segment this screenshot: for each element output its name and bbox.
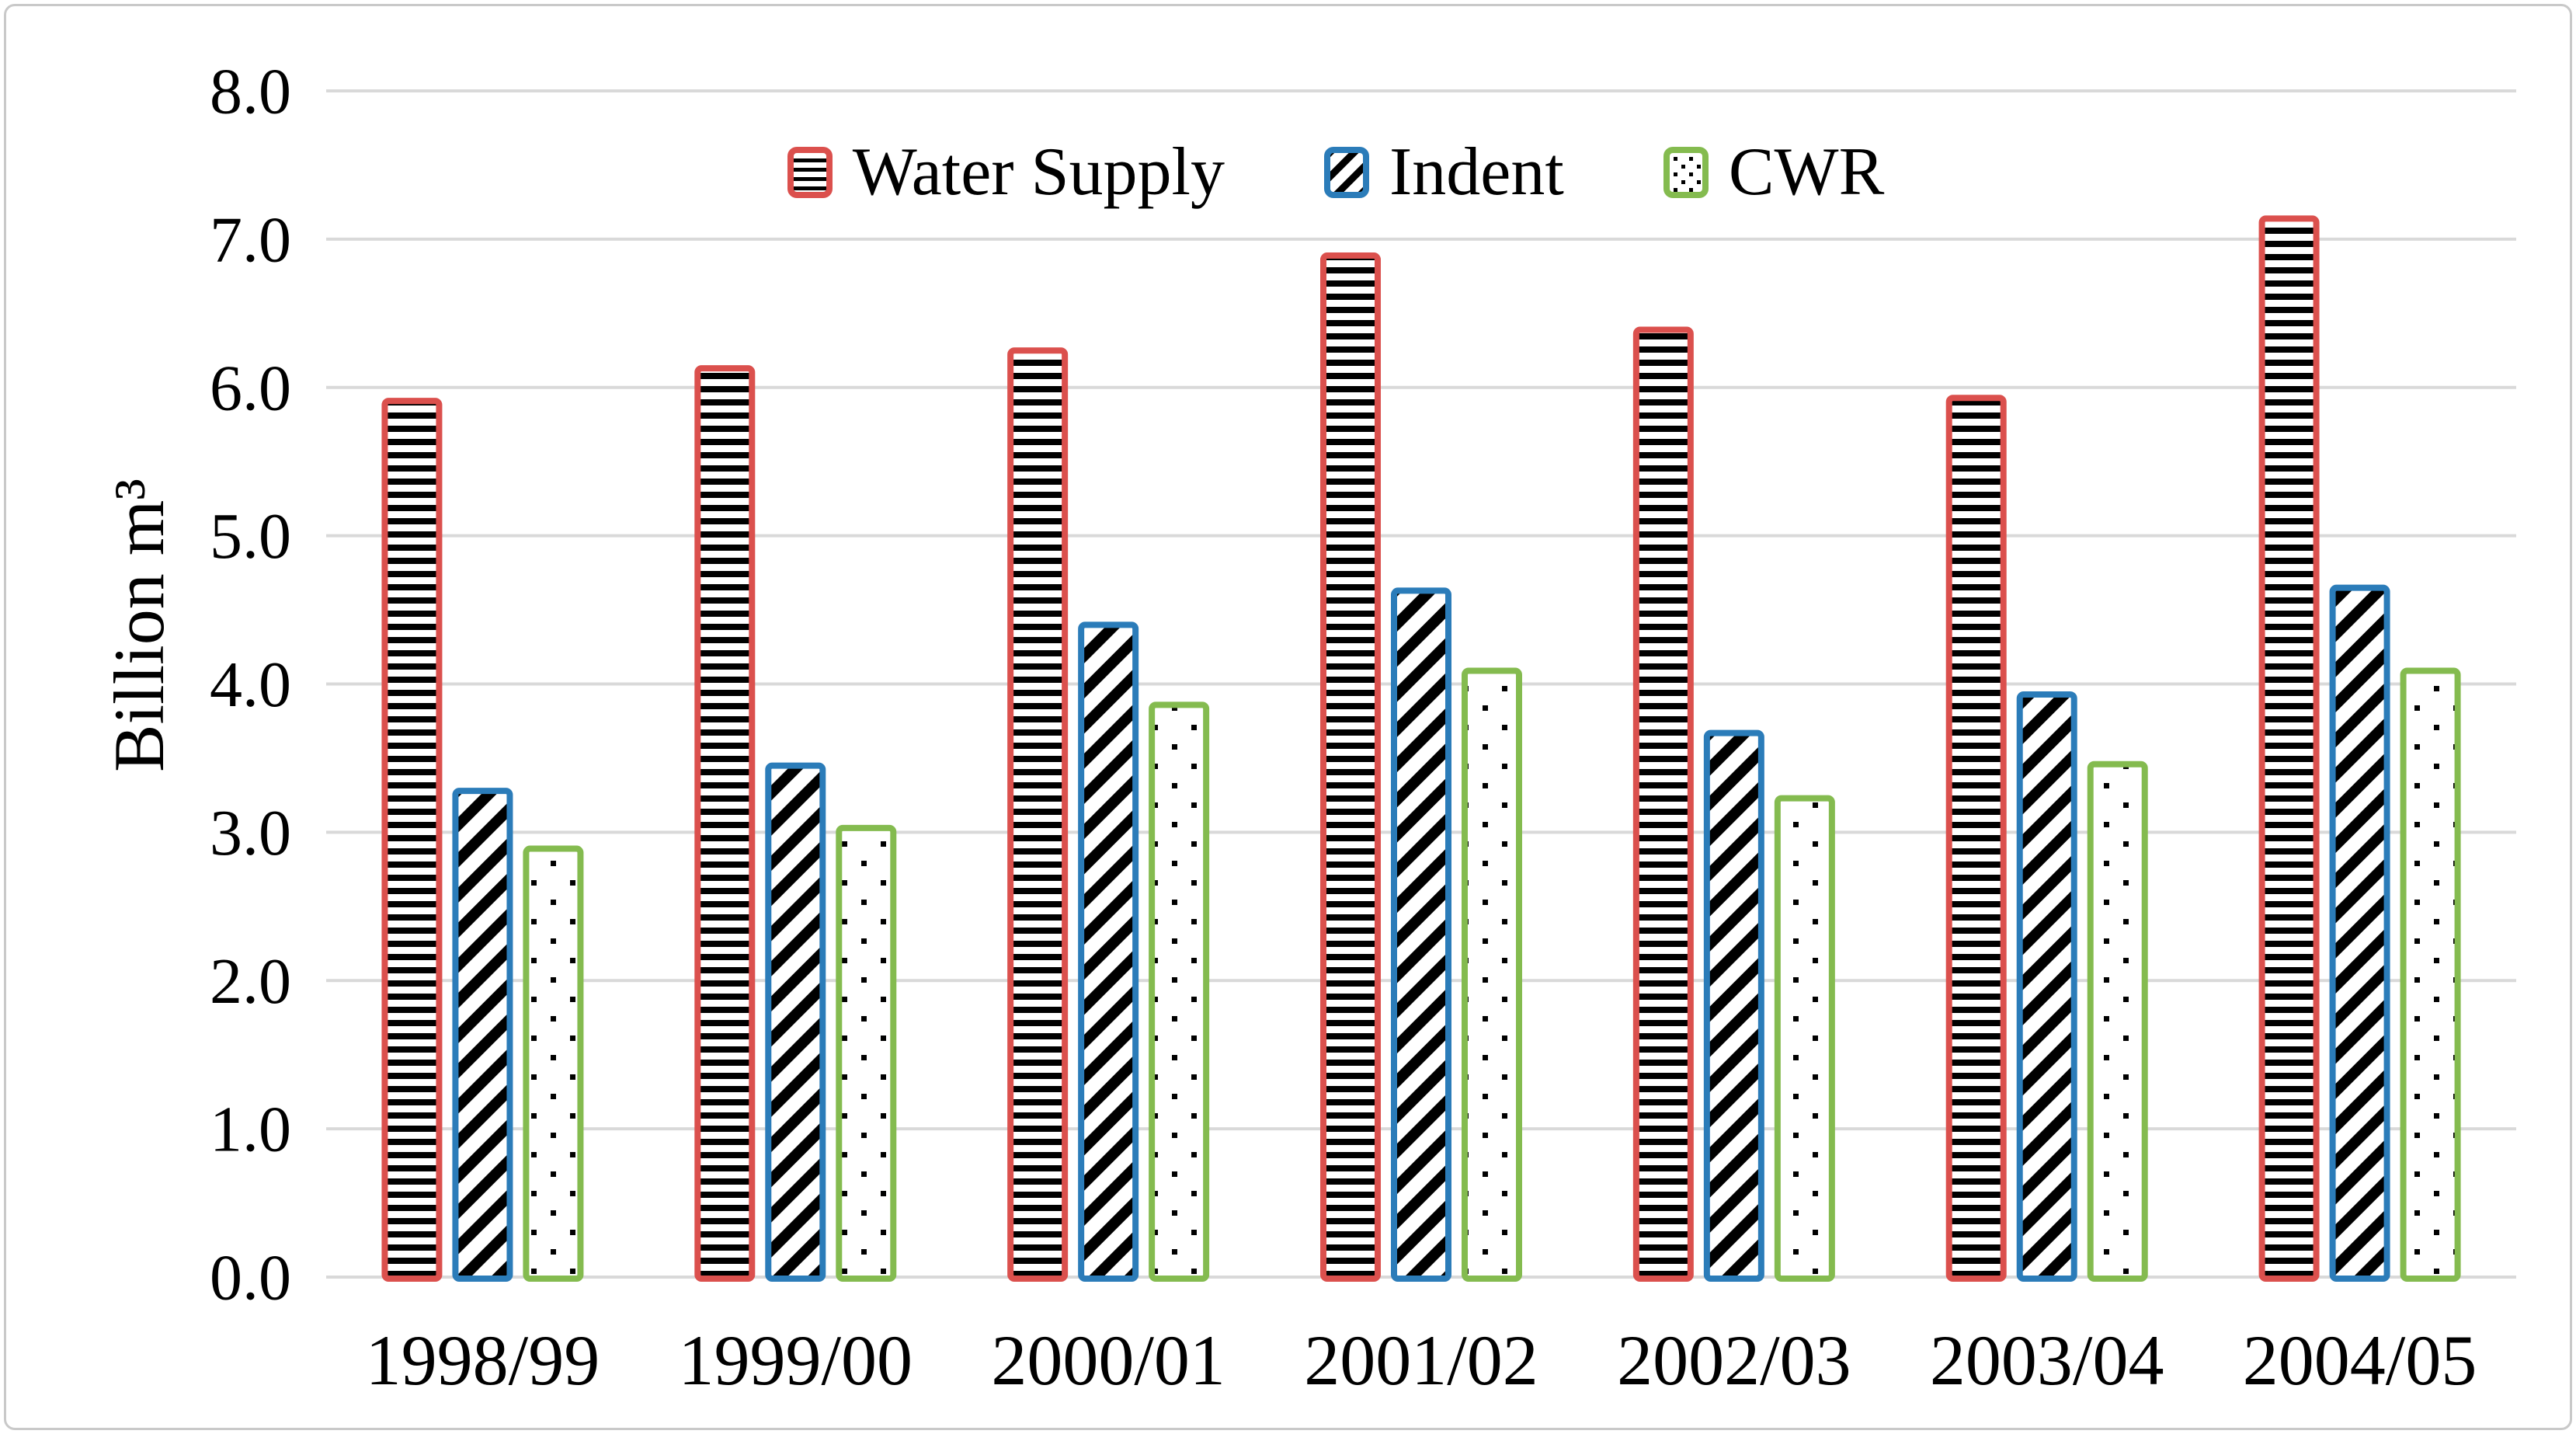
legend-label: Indent: [1389, 134, 1564, 210]
y-axis-title: Billion m³: [99, 479, 179, 772]
legend-swatch-horizontal-stripes: [787, 147, 833, 198]
x-tick-label: 2002/03: [1617, 1321, 1851, 1400]
bar-cwr-1999/00: [836, 824, 897, 1283]
bar-cwr-2003/04: [2087, 761, 2148, 1282]
legend-item-indent: Indent: [1324, 138, 1564, 207]
bar-indent-2002/03: [1703, 729, 1764, 1282]
bar-water-supply-1998/99: [381, 398, 443, 1283]
y-tick-label: 4.0: [210, 649, 291, 721]
y-tick-label: 1.0: [210, 1094, 291, 1166]
legend-label: Water Supply: [852, 134, 1225, 210]
y-tick-label: 3.0: [210, 797, 291, 869]
x-tick-label: 1999/00: [679, 1321, 913, 1400]
bar-water-supply-2004/05: [2258, 215, 2320, 1283]
x-tick-label: 1998/99: [366, 1321, 600, 1400]
bar-cwr-2004/05: [2400, 667, 2461, 1282]
bar-water-supply-2001/02: [1320, 252, 1381, 1283]
y-tick-label: 5.0: [210, 500, 291, 573]
y-tick-label: 8.0: [210, 56, 291, 128]
x-tick-label: 2003/04: [1930, 1321, 2164, 1400]
bar-cwr-2000/01: [1149, 701, 1210, 1282]
chart-legend: Water Supply Indent CWR: [326, 138, 2516, 207]
bar-indent-2003/04: [2016, 691, 2077, 1282]
bar-cwr-2001/02: [1462, 667, 1522, 1282]
bar-cwr-2002/03: [1774, 795, 1835, 1282]
y-tick-label: 7.0: [210, 204, 291, 276]
bar-indent-2000/01: [1078, 621, 1139, 1282]
bar-indent-1998/99: [452, 788, 513, 1282]
bar-water-supply-2003/04: [1945, 395, 2007, 1283]
bar-cwr-1998/99: [523, 845, 584, 1282]
legend-swatch-diagonal-stripes: [1324, 147, 1369, 198]
bar-indent-2001/02: [1391, 587, 1451, 1282]
bar-water-supply-1999/00: [694, 365, 756, 1282]
bar-indent-1999/00: [765, 762, 826, 1282]
y-tick-label: 0.0: [210, 1242, 291, 1314]
bar-water-supply-2002/03: [1632, 326, 1694, 1283]
legend-item-cwr: CWR: [1663, 138, 1884, 207]
bar-water-supply-2000/01: [1007, 347, 1069, 1282]
y-tick-label: 2.0: [210, 945, 291, 1018]
x-tick-label: 2000/01: [991, 1321, 1225, 1400]
x-tick-label: 2001/02: [1304, 1321, 1538, 1400]
legend-label: CWR: [1728, 134, 1885, 210]
legend-item-water-supply: Water Supply: [787, 138, 1225, 207]
x-tick-label: 2004/05: [2243, 1321, 2477, 1400]
bar-indent-2004/05: [2329, 584, 2390, 1282]
y-tick-label: 6.0: [210, 352, 291, 424]
legend-swatch-dots: [1663, 147, 1709, 198]
